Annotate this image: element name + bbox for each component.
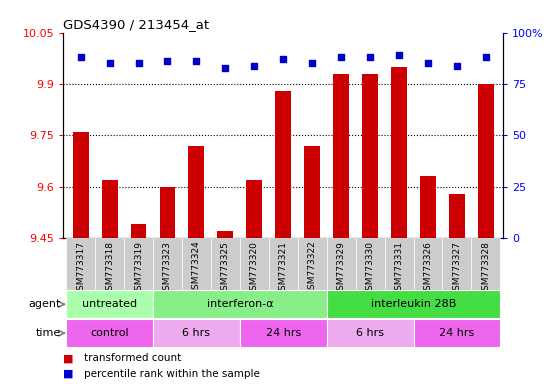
Bar [333, 74, 349, 238]
Text: percentile rank within the sample: percentile rank within the sample [84, 369, 260, 379]
Point [105, 60, 114, 66]
Text: GSM773321: GSM773321 [279, 241, 288, 296]
Text: 24 hrs: 24 hrs [266, 328, 301, 338]
Text: untreated: untreated [82, 299, 137, 310]
Bar [362, 74, 378, 238]
Bar [471, 238, 500, 290]
Bar [449, 194, 465, 238]
Point [250, 63, 258, 69]
Bar [356, 238, 384, 290]
Bar [298, 238, 327, 290]
Bar [391, 67, 407, 238]
Text: interleukin 28B: interleukin 28B [371, 299, 456, 310]
Text: GSM773328: GSM773328 [481, 241, 491, 296]
Text: agent: agent [28, 299, 60, 310]
Bar [130, 224, 146, 238]
Point [163, 58, 172, 65]
Text: GSM773323: GSM773323 [163, 241, 172, 296]
Point [192, 58, 201, 65]
Text: GDS4390 / 213454_at: GDS4390 / 213454_at [63, 18, 210, 31]
Bar [442, 238, 471, 290]
Text: 24 hrs: 24 hrs [439, 328, 475, 338]
Bar [124, 238, 153, 290]
Bar [95, 238, 124, 290]
Bar [153, 291, 327, 318]
Point [134, 60, 143, 66]
Point [308, 60, 317, 66]
Text: interferon-α: interferon-α [206, 299, 273, 310]
Text: GSM773317: GSM773317 [76, 241, 85, 296]
Bar [66, 319, 153, 347]
Bar [66, 291, 153, 318]
Bar [102, 180, 118, 238]
Bar [73, 132, 89, 238]
Bar [327, 291, 500, 318]
Point [453, 63, 461, 69]
Text: GSM773331: GSM773331 [394, 241, 404, 296]
Point [76, 54, 85, 60]
Point [395, 52, 404, 58]
Text: 6 hrs: 6 hrs [183, 328, 211, 338]
Bar [153, 319, 240, 347]
Text: GSM773319: GSM773319 [134, 241, 143, 296]
Bar [414, 238, 442, 290]
Point [366, 54, 375, 60]
Text: GSM773326: GSM773326 [424, 241, 432, 296]
Text: GSM773322: GSM773322 [307, 241, 317, 295]
Text: 6 hrs: 6 hrs [356, 328, 384, 338]
Bar [414, 319, 501, 347]
Bar [327, 319, 414, 347]
Bar [246, 180, 262, 238]
Text: ■: ■ [63, 353, 74, 363]
Text: control: control [90, 328, 129, 338]
Point [279, 56, 288, 63]
Bar [269, 238, 298, 290]
Text: GSM773327: GSM773327 [453, 241, 461, 296]
Bar [66, 238, 95, 290]
Point [424, 60, 432, 66]
Text: GSM773329: GSM773329 [337, 241, 345, 296]
Bar [420, 177, 436, 238]
Bar [478, 84, 494, 238]
Bar [240, 319, 327, 347]
Bar [153, 238, 182, 290]
Point [221, 65, 230, 71]
Text: GSM773325: GSM773325 [221, 241, 230, 296]
Bar [327, 238, 356, 290]
Bar [276, 91, 291, 238]
Bar [160, 187, 175, 238]
Text: GSM773330: GSM773330 [366, 241, 375, 296]
Bar [217, 231, 233, 238]
Bar [189, 146, 205, 238]
Text: ■: ■ [63, 369, 74, 379]
Bar [240, 238, 269, 290]
Bar [211, 238, 240, 290]
Bar [384, 238, 414, 290]
Text: GSM773320: GSM773320 [250, 241, 259, 296]
Bar [182, 238, 211, 290]
Point [481, 54, 490, 60]
Text: transformed count: transformed count [84, 353, 182, 363]
Bar [304, 146, 320, 238]
Text: time: time [35, 328, 60, 338]
Point [337, 54, 345, 60]
Text: GSM773324: GSM773324 [192, 241, 201, 295]
Text: GSM773318: GSM773318 [105, 241, 114, 296]
